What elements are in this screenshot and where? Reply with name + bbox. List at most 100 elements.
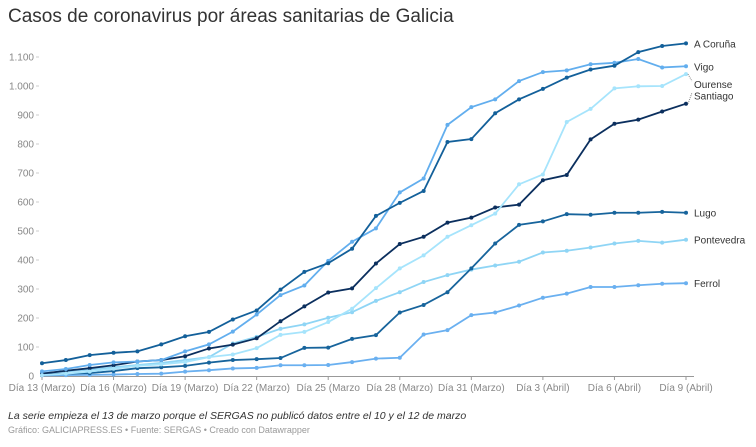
data-point xyxy=(278,363,283,368)
data-point xyxy=(397,310,402,315)
x-tick-label: Día 28 (Marzo) xyxy=(366,383,433,394)
data-point xyxy=(350,286,355,291)
data-point xyxy=(564,68,569,73)
data-point xyxy=(588,212,593,217)
data-point xyxy=(230,366,235,371)
data-point xyxy=(350,360,355,365)
data-point xyxy=(445,290,450,295)
data-point xyxy=(159,365,164,370)
data-point xyxy=(564,119,569,124)
data-point xyxy=(684,64,688,69)
x-tick-label: Día 25 (Marzo xyxy=(297,383,361,394)
data-point xyxy=(684,101,688,106)
data-point xyxy=(206,342,211,347)
data-point xyxy=(254,312,259,317)
data-point xyxy=(517,202,522,207)
data-point xyxy=(469,137,474,142)
data-point xyxy=(421,332,426,337)
data-point xyxy=(469,266,474,271)
data-point xyxy=(254,365,259,370)
series-label: A Coruña xyxy=(694,39,736,50)
series-label: Pontevedra xyxy=(694,236,746,247)
data-point xyxy=(588,106,593,111)
series-line-vigo xyxy=(41,58,687,373)
data-point xyxy=(493,111,498,116)
data-point xyxy=(111,350,116,355)
data-point xyxy=(159,342,164,347)
data-point xyxy=(564,248,569,253)
data-point xyxy=(517,259,522,264)
data-point xyxy=(540,178,545,183)
data-point xyxy=(206,329,211,334)
data-point xyxy=(111,360,116,365)
data-point xyxy=(469,105,474,110)
data-point xyxy=(373,356,378,361)
x-tick-label: Día 19 (Marzo) xyxy=(152,383,219,394)
data-point xyxy=(636,84,641,89)
data-point xyxy=(564,173,569,178)
data-point xyxy=(397,290,402,295)
data-point xyxy=(540,295,545,300)
x-tick-label: Día 22 (Marzo) xyxy=(223,383,290,394)
data-point xyxy=(445,220,450,225)
data-point xyxy=(278,287,283,292)
data-point xyxy=(660,84,665,88)
data-point xyxy=(326,261,331,266)
data-point xyxy=(63,371,68,376)
data-point xyxy=(350,306,355,311)
data-point xyxy=(302,283,307,288)
data-point xyxy=(326,362,331,367)
data-point xyxy=(373,261,378,266)
data-point xyxy=(684,237,688,242)
data-point xyxy=(517,79,522,84)
x-tick-label: Día 9 (Abril) xyxy=(659,383,712,394)
data-point xyxy=(111,363,116,368)
data-point xyxy=(421,176,426,181)
data-point xyxy=(445,273,450,278)
data-point xyxy=(230,352,235,357)
data-point xyxy=(684,72,688,77)
data-point xyxy=(159,358,164,363)
data-point xyxy=(660,109,665,114)
series-line-lugo xyxy=(41,210,687,376)
data-point xyxy=(135,359,140,364)
data-point xyxy=(612,284,617,289)
x-tick-label: Día 6 (Abril) xyxy=(588,383,641,394)
data-point xyxy=(350,246,355,251)
data-point xyxy=(397,190,402,195)
data-point xyxy=(636,238,641,243)
data-point xyxy=(517,303,522,308)
series-line-santiago xyxy=(41,102,687,375)
y-tick-label: 600 xyxy=(17,198,34,209)
data-point xyxy=(660,65,665,70)
data-point xyxy=(397,242,402,247)
data-point xyxy=(588,137,593,142)
data-point xyxy=(326,345,331,350)
data-point xyxy=(636,210,641,215)
data-point xyxy=(350,310,355,315)
data-point xyxy=(373,286,378,291)
data-point xyxy=(660,240,665,245)
data-point xyxy=(373,213,378,218)
data-point xyxy=(87,353,92,358)
data-point xyxy=(540,172,545,177)
series-line-ferrol xyxy=(41,282,687,377)
y-tick-label: 200 xyxy=(17,314,34,325)
data-point xyxy=(421,253,426,258)
data-point xyxy=(254,357,259,362)
data-point xyxy=(302,345,307,350)
data-point xyxy=(350,336,355,341)
data-point xyxy=(517,97,522,102)
data-point xyxy=(493,205,498,210)
data-point xyxy=(469,223,474,228)
data-point xyxy=(612,121,617,126)
x-tick-label: Día 16 (Marzo) xyxy=(80,383,147,394)
data-point xyxy=(421,302,426,307)
x-tick-label: Día 13 (Marzo) xyxy=(9,383,76,394)
y-tick-label: 300 xyxy=(17,285,34,296)
data-point xyxy=(326,320,331,325)
y-tick-label: 800 xyxy=(17,140,34,151)
data-point xyxy=(636,57,641,62)
chart-title: Casos de coronavirus por áreas sanitaria… xyxy=(8,6,454,27)
data-point xyxy=(397,200,402,205)
